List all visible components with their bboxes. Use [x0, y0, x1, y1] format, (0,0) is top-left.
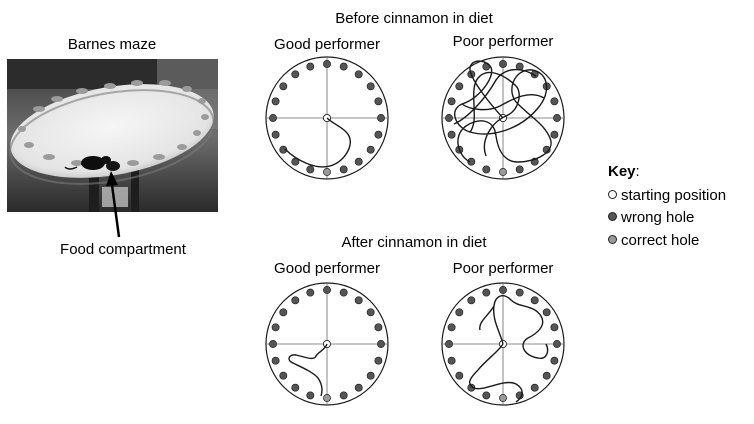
section-title-after: After cinnamon in diet	[341, 234, 487, 251]
food-compartment-label: Food compartment	[60, 241, 186, 258]
correct-hole	[323, 168, 331, 176]
wrong-hole	[306, 288, 315, 297]
start-dot-icon	[608, 190, 617, 199]
correct-hole	[499, 394, 507, 402]
wrong-hole	[550, 356, 559, 365]
wrong-hole	[291, 70, 300, 79]
wrong-hole	[482, 391, 491, 400]
key-item-correct: correct hole	[608, 232, 699, 250]
key-item-label: starting position	[621, 187, 727, 204]
wrong-hole	[269, 340, 277, 348]
wrong-hole	[279, 308, 288, 317]
wrong-hole	[306, 165, 315, 174]
wrong-hole	[291, 383, 300, 392]
wrong-hole	[279, 82, 288, 91]
wrong-hole	[354, 296, 363, 305]
wrong-hole	[455, 371, 464, 380]
wrong-hole	[499, 286, 507, 294]
wrong-hole	[467, 296, 476, 305]
wrong-hole	[530, 383, 539, 392]
wrong-hole	[306, 391, 315, 400]
section-title-before: Before cinnamon in diet	[335, 10, 493, 27]
wrong-hole	[515, 288, 524, 297]
wrong-hole	[366, 82, 375, 91]
wrong-hole	[550, 97, 559, 106]
wrong-hole	[550, 323, 559, 332]
wrong-hole	[377, 340, 385, 348]
path-before-good	[284, 117, 351, 168]
path-before-poor	[453, 60, 552, 163]
wrong-hole	[515, 165, 524, 174]
key-item-wrong: wrong hole	[608, 209, 694, 227]
wrong-hole	[306, 62, 315, 71]
key-item-label: correct hole	[621, 232, 700, 249]
barnes-maze-photo	[7, 59, 218, 212]
wrong-hole	[323, 60, 331, 68]
wrong-hole	[374, 323, 383, 332]
wrong-hole	[279, 145, 288, 154]
wrong-hole	[482, 288, 491, 297]
wrong-hole	[542, 371, 551, 380]
panel-label-after-poor: Poor performer	[452, 260, 554, 277]
key-item-label: wrong hole	[621, 209, 695, 226]
wrong-hole	[455, 308, 464, 317]
panel-label-after-good: Good performer	[274, 260, 380, 277]
wrong-hole	[291, 296, 300, 305]
wrong-hole	[499, 60, 507, 68]
wrong-hole	[447, 97, 456, 106]
key-title-text: Key	[608, 163, 636, 180]
wrong-hole	[339, 391, 348, 400]
wrong-hole	[269, 114, 277, 122]
panel-label-before-good: Good performer	[274, 36, 380, 53]
panel-label-before-poor: Poor performer	[452, 33, 554, 50]
wrong-hole	[445, 340, 453, 348]
wrong-hole	[339, 288, 348, 297]
wrong-hole	[530, 296, 539, 305]
wrong-hole	[550, 130, 559, 139]
wrong-hole	[271, 323, 280, 332]
path-after-poor	[468, 295, 549, 403]
wrong-hole	[374, 97, 383, 106]
wrong-hole	[354, 383, 363, 392]
key-title-colon: :	[635, 163, 640, 180]
wrong-hole	[323, 286, 331, 294]
wrong-hole-dot-icon	[608, 212, 617, 221]
wrong-hole	[366, 308, 375, 317]
path-before-poor-2	[453, 69, 545, 125]
wrong-hole	[354, 157, 363, 166]
wrong-hole	[374, 356, 383, 365]
correct-hole	[323, 394, 331, 402]
wrong-hole	[447, 130, 456, 139]
wrong-hole	[447, 323, 456, 332]
wrong-hole	[455, 82, 464, 91]
path-after-good	[288, 343, 328, 397]
key-item-start: starting position	[608, 187, 726, 205]
wrong-hole	[271, 130, 280, 139]
wrong-hole	[377, 114, 385, 122]
wrong-hole	[271, 97, 280, 106]
wrong-hole	[339, 165, 348, 174]
wrong-hole	[553, 340, 561, 348]
wrong-hole	[366, 371, 375, 380]
wrong-hole	[374, 130, 383, 139]
wrong-hole	[339, 62, 348, 71]
photo-title: Barnes maze	[67, 36, 157, 53]
wrong-hole	[354, 70, 363, 79]
correct-hole	[499, 168, 507, 176]
wrong-hole	[279, 371, 288, 380]
wrong-hole	[482, 165, 491, 174]
wrong-hole	[467, 157, 476, 166]
wrong-hole	[447, 356, 456, 365]
food-compartment-arrow	[106, 171, 121, 238]
correct-hole-dot-icon	[608, 235, 617, 244]
key-title: Key:	[608, 163, 640, 181]
wrong-hole	[542, 308, 551, 317]
wrong-hole	[366, 145, 375, 154]
wrong-hole	[271, 356, 280, 365]
wrong-hole	[553, 114, 561, 122]
wrong-hole	[445, 114, 453, 122]
